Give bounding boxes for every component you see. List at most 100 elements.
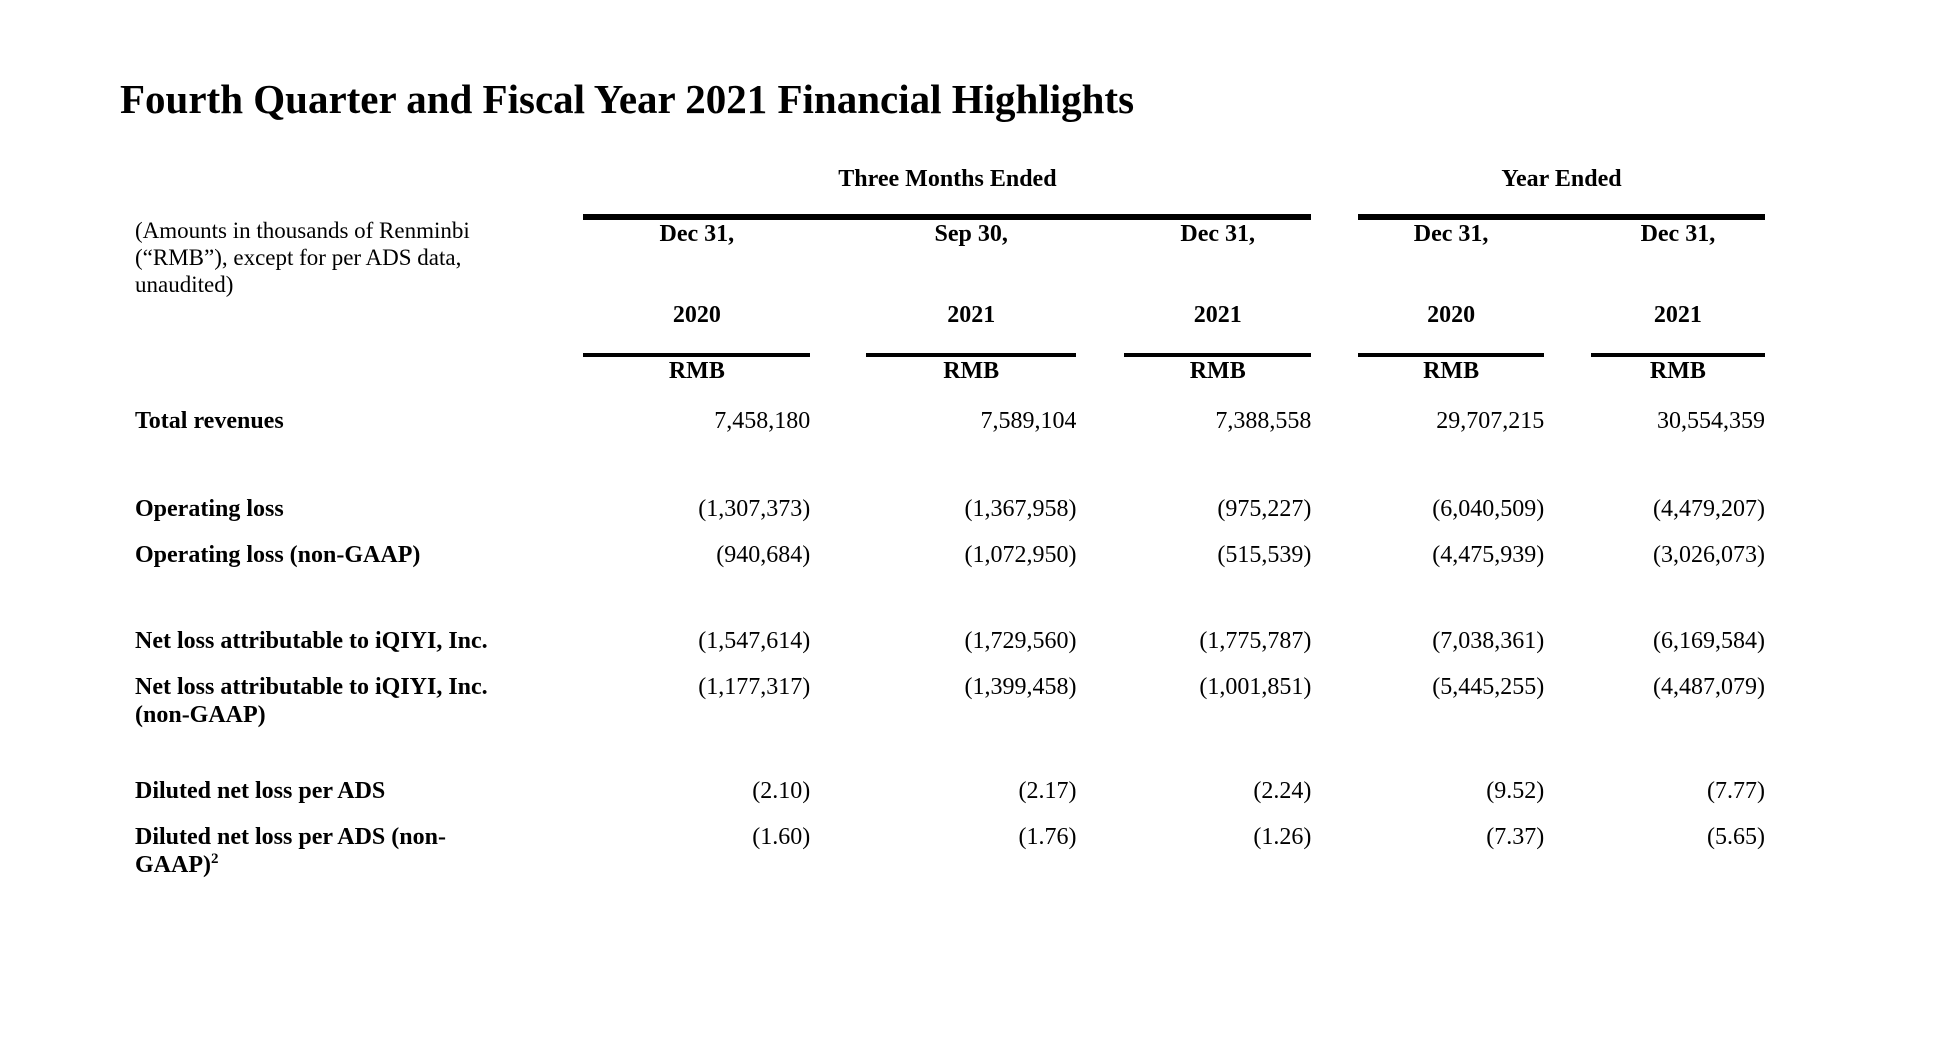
cell-value: (7,038,361) (1432, 628, 1545, 654)
column-gap (1076, 407, 1124, 453)
table-note-line: (Amounts in thousands of Renminbi (135, 218, 470, 243)
table-row: Three Months Ended Year Ended (135, 165, 1765, 220)
unit-header: RMB (1423, 358, 1480, 384)
cell-value: (2.24) (1253, 778, 1312, 804)
table-row: Operating loss (1,307,373) (1,367,958) (… (135, 495, 1765, 541)
column-gap (1544, 301, 1591, 355)
cell-value: (1,177,317) (698, 674, 811, 700)
row-label: Net loss attributable to iQIYI, Inc. (135, 628, 488, 654)
date-header: Sep 30, (934, 221, 1008, 247)
cell-value: (6,169,584) (1653, 628, 1765, 654)
unit-header: RMB (943, 358, 1000, 384)
cell-value: (3,026,073) (1653, 542, 1765, 568)
unit-header: RMB (668, 358, 725, 384)
cell-value: 7,388,558 (1215, 408, 1312, 434)
cell-value: (4,475,939) (1432, 542, 1545, 568)
table-row: Diluted net loss per ADS (non- GAAP)2 (1… (135, 823, 1765, 897)
column-gap (1076, 355, 1124, 407)
cell-value: (7.37) (1486, 824, 1545, 850)
column-gap (810, 541, 866, 587)
column-gap (1311, 777, 1358, 823)
year-header: 2021 (865, 301, 1077, 357)
column-gap (810, 407, 866, 453)
row-label-line: Net loss attributable to iQIYI, Inc. (135, 674, 488, 700)
column-gap (1311, 301, 1358, 355)
spacer-row (135, 453, 1765, 495)
row-label: Net loss attributable to iQIYI, Inc. (no… (135, 673, 583, 747)
column-gap (1076, 627, 1124, 673)
unit-header: RMB (1189, 358, 1246, 384)
cell-value: 30,554,359 (1657, 408, 1765, 434)
cell-value: (1.76) (1018, 824, 1077, 850)
column-gap (1544, 777, 1591, 823)
spacer-row (135, 587, 1765, 627)
table-note-line: (“RMB”), except for per ADS data, (135, 245, 462, 270)
column-group-year-ended: Year Ended (1357, 165, 1765, 220)
date-header: Dec 31, (1640, 221, 1716, 247)
table-row: Diluted net loss per ADS (2.10) (2.17) (… (135, 777, 1765, 823)
table-row: Net loss attributable to iQIYI, Inc. (1,… (135, 627, 1765, 673)
year-header: 2021 (1590, 301, 1765, 357)
row-label-line: (non-GAAP) (135, 702, 266, 728)
column-gap (1311, 673, 1358, 747)
year-header: 2021 (1124, 301, 1312, 357)
empty-cell (135, 355, 583, 407)
cell-value: (5,445,255) (1432, 674, 1545, 700)
table-row: 2020 2021 2021 2020 2021 (135, 301, 1765, 357)
cell-value: (9.52) (1486, 778, 1545, 804)
cell-value: (975,227) (1217, 496, 1312, 522)
column-gap (1076, 301, 1124, 355)
column-gap (810, 217, 866, 301)
column-gap (810, 627, 866, 673)
table-note: (Amounts in thousands of Renminbi (“RMB”… (135, 217, 583, 301)
cell-value: (1,001,851) (1199, 674, 1312, 700)
table-note-line: unaudited) (135, 272, 234, 297)
cell-value: (1,775,787) (1199, 628, 1312, 654)
column-gap (1076, 777, 1124, 823)
column-gap (810, 777, 866, 823)
cell-value: (1,072,950) (964, 542, 1077, 568)
column-gap (1311, 407, 1358, 453)
cell-value: (5.65) (1707, 824, 1765, 850)
cell-value: (4,487,079) (1653, 674, 1765, 700)
year-header: 2020 (583, 301, 811, 357)
cell-value: (1,367,958) (964, 496, 1077, 522)
column-gap (810, 823, 866, 897)
column-gap (1544, 217, 1591, 301)
column-gap (1311, 165, 1358, 217)
column-gap (1544, 627, 1591, 673)
footnote-marker: 2 (210, 851, 219, 867)
cell-value: (4,479,207) (1653, 496, 1765, 522)
column-gap (1076, 541, 1124, 587)
column-gap (1076, 217, 1124, 301)
cell-value: 29,707,215 (1436, 408, 1545, 434)
cell-value: (6,040,509) (1432, 496, 1545, 522)
column-gap (1311, 541, 1358, 587)
table-row: (Amounts in thousands of Renminbi (“RMB”… (135, 217, 1765, 301)
cell-value: (2.17) (1018, 778, 1077, 804)
column-gap (810, 301, 866, 355)
column-gap (1544, 823, 1591, 897)
column-gap (1076, 495, 1124, 541)
column-gap (1544, 355, 1591, 407)
row-label: Total revenues (135, 408, 284, 434)
row-label: Operating loss (non-GAAP) (135, 542, 421, 568)
column-gap (810, 355, 866, 407)
cell-value: (1,399,458) (964, 674, 1077, 700)
date-header: Dec 31, (659, 221, 735, 247)
table-row: RMB RMB RMB RMB RMB (135, 355, 1765, 407)
page-title: Fourth Quarter and Fiscal Year 2021 Fina… (120, 76, 1135, 122)
cell-value: (7.77) (1707, 778, 1765, 804)
empty-cell (135, 301, 583, 355)
date-header: Dec 31, (1180, 221, 1256, 247)
table-row: Net loss attributable to iQIYI, Inc. (no… (135, 673, 1765, 747)
unit-header: RMB (1649, 358, 1706, 384)
date-header: Dec 31, (1413, 221, 1489, 247)
column-gap (1311, 495, 1358, 541)
cell-value: (1.60) (752, 824, 811, 850)
financial-highlights-table: Three Months Ended Year Ended (Amounts i… (135, 165, 1765, 897)
cell-value: (2.10) (752, 778, 811, 804)
row-label: Diluted net loss per ADS (135, 778, 386, 804)
table-row: Total revenues 7,458,180 7,589,104 7,388… (135, 407, 1765, 453)
column-gap (810, 495, 866, 541)
